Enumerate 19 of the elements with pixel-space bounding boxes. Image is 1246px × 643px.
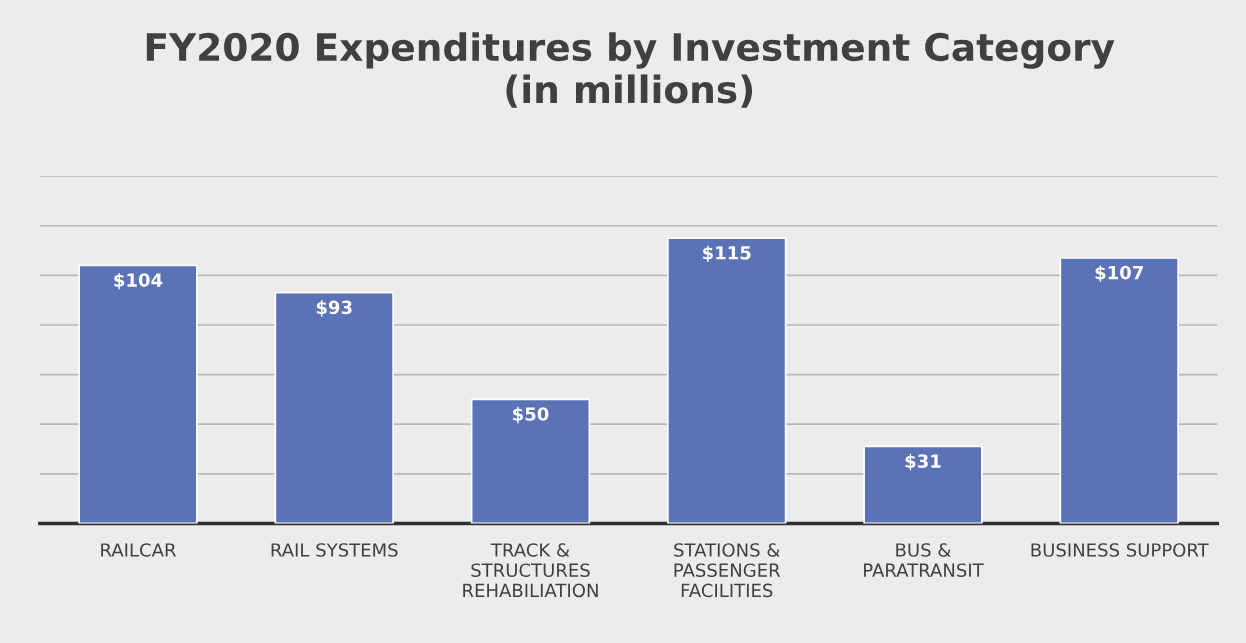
chart-title: FY2020 Expenditures by Investment Category (in millions) — [146, 32, 1115, 108]
x-tick-label: STATIONS & PASSENGER FACILITIES — [674, 543, 781, 598]
data-label: $115 — [703, 245, 751, 262]
data-label: $50 — [513, 406, 549, 424]
x-tick-label: BUS & PARATRANSIT — [864, 543, 984, 578]
x-tick-label: BUSINESS SUPPORT — [1031, 543, 1209, 557]
bar — [863, 445, 983, 524]
data-label: $31 — [905, 453, 941, 471]
x-tick-label: RAIL SYSTEMS — [271, 543, 398, 557]
x-tick-label: TRACK & STRUCTURES REHABILIATION — [463, 543, 598, 598]
bar — [667, 237, 787, 524]
x-tick-label: RAILCAR — [101, 543, 177, 557]
bar — [78, 264, 198, 524]
data-label: $93 — [316, 300, 352, 317]
bar — [1059, 257, 1179, 524]
data-label: $104 — [114, 272, 163, 290]
bar — [470, 398, 591, 524]
bar — [274, 291, 394, 524]
data-label: $107 — [1095, 265, 1143, 282]
